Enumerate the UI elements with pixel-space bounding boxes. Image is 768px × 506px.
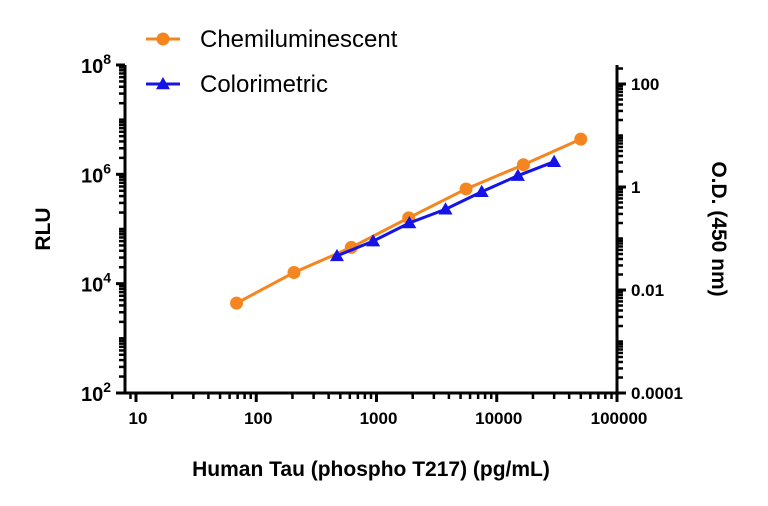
x-tick-label: 10 [129, 409, 148, 428]
series-layer [230, 132, 588, 310]
y-axis-title: RLU [32, 207, 55, 250]
y2-axis-title: O.D. (450 nm) [707, 161, 730, 296]
data-point [438, 202, 453, 215]
x-tick-label: 100000 [591, 409, 648, 428]
data-point [230, 296, 244, 310]
x-tick-label: 1000 [360, 409, 398, 428]
data-point [287, 266, 301, 280]
legend-marker-circle [156, 32, 170, 46]
data-point [329, 248, 344, 262]
legend: Chemiluminescent Colorimetric [146, 26, 398, 98]
series-colorimetric [329, 154, 562, 262]
data-point [474, 184, 489, 197]
legend-item: Chemiluminescent [146, 26, 398, 53]
legend-label: Chemiluminescent [200, 26, 398, 53]
data-point [366, 234, 381, 247]
data-point [459, 182, 473, 196]
x-tick-label: 10000 [475, 409, 522, 428]
legend-label: Colorimetric [200, 71, 328, 98]
y2-tick-label: 100 [631, 75, 659, 94]
axes: 10 100 1000 10000 100000 102 104 106 108 0.0001 0.… [81, 51, 683, 428]
y2-tick-label: 0.01 [631, 281, 664, 300]
y-tick-label: 102 [81, 379, 111, 406]
y-tick-label: 106 [81, 160, 111, 187]
data-point [574, 132, 588, 146]
data-point [516, 158, 530, 172]
data-point [402, 216, 417, 229]
y-tick-label: 108 [81, 51, 111, 78]
x-axis-title: Human Tau (phospho T217) (pg/mL) [192, 458, 550, 481]
legend-marker-triangle [156, 77, 170, 90]
x-tick-label: 100 [244, 409, 272, 428]
y2-tick-label: 0.0001 [631, 384, 683, 403]
data-point [510, 168, 525, 181]
y-tick-label: 104 [81, 270, 111, 297]
data-point [547, 154, 562, 167]
y2-tick-label: 1 [631, 178, 640, 197]
legend-item: Colorimetric [146, 71, 328, 98]
